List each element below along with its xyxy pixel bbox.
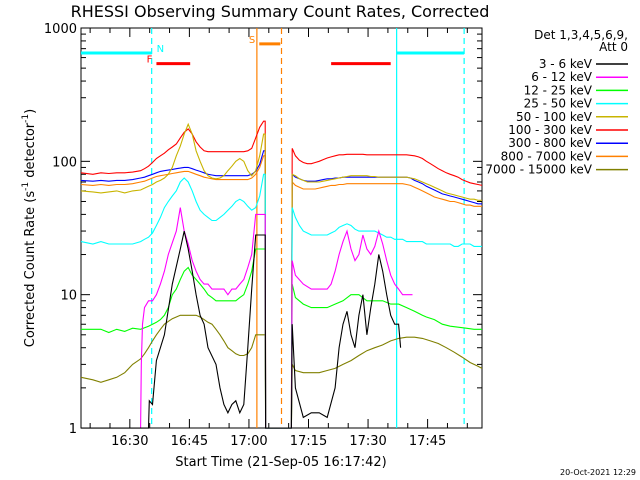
legend-entry-label: 300 - 800 keV (508, 136, 592, 150)
x-tick-label: 16:45 (171, 434, 208, 449)
legend-entry-label: 12 - 25 keV (524, 83, 593, 97)
series-800-7000-keV-line (80, 155, 482, 429)
series-7000-15000-keV-line (80, 314, 483, 429)
x-tick-label: 17:15 (290, 434, 327, 449)
series-100-300-keV-line (80, 120, 483, 429)
x-tick-label: 17:45 (409, 434, 446, 449)
y-tick-label: 100 (52, 155, 77, 170)
flag-label: F (147, 55, 153, 66)
legend-entry-label: 3 - 6 keV (539, 57, 593, 71)
series-25-50-keV-line (80, 173, 482, 429)
legend-entry-label: 7000 - 15000 keV (485, 163, 592, 177)
footer-timestamp: 20-Oct-2021 12:29 (560, 468, 636, 477)
flag-label: N (157, 44, 164, 55)
legend-entry-label: 100 - 300 keV (508, 123, 592, 137)
legend-header: Det 1,3,4,5,6,9, (534, 28, 628, 42)
y-axis-label: Corrected Count Rate (s-1 detector-1) (21, 109, 38, 347)
observation-flags: NF S (81, 28, 465, 428)
legend-entry-label: 50 - 100 keV (516, 110, 593, 124)
chart-title: RHESSI Observing Summary Count Rates, Co… (71, 2, 490, 21)
x-tick-label: 17:30 (349, 434, 386, 449)
y-axis-label-part: Corrected Count Rate (s (23, 191, 38, 348)
tick-labels: 1 10 100 1000 16:30 16:45 17:00 17:15 17:30 17:45 (44, 22, 446, 449)
y-axis-label-part: -1 (21, 114, 31, 123)
series-6-12-keV-line (140, 207, 413, 429)
series-50-100-keV-line (80, 122, 482, 429)
legend-entry-label: 6 - 12 keV (531, 70, 593, 84)
y-tick-label: 10 (60, 289, 77, 304)
series-12-25-keV-line (81, 248, 482, 429)
legend-header: Att 0 (599, 40, 628, 54)
flag-label: S (249, 35, 255, 46)
y-axis-label-part: -1 (21, 182, 31, 191)
series-3-6-keV-line (81, 230, 402, 429)
y-tick-label: 1 (69, 422, 77, 437)
x-tick-label: 16:30 (111, 434, 148, 449)
x-axis-label: Start Time (21-Sep-05 16:17:42) (175, 455, 386, 470)
y-tick-label: 1000 (44, 22, 77, 37)
legend-entry-label: 25 - 50 keV (524, 97, 593, 111)
y-axis-label-part: ) (23, 109, 38, 114)
x-tick-label: 17:00 (230, 434, 267, 449)
count-rate-series (80, 120, 483, 429)
y-axis-label-part: detector (23, 122, 38, 182)
legend-entry-label: 800 - 7000 keV (501, 149, 593, 163)
